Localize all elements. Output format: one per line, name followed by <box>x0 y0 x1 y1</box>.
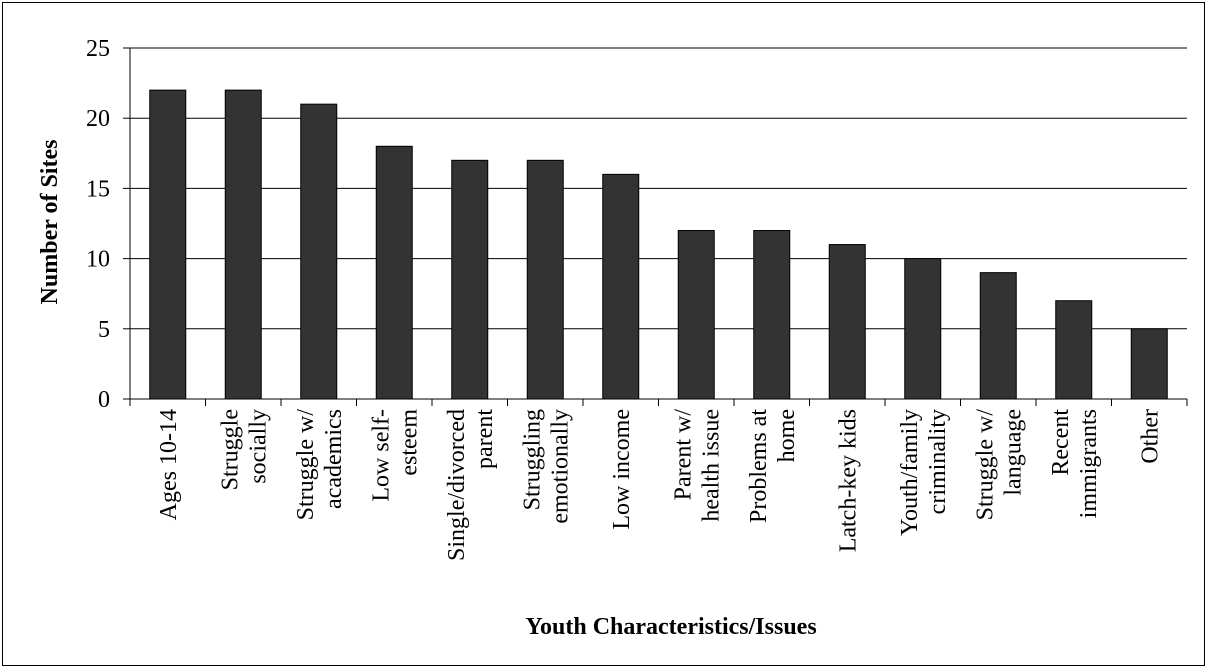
x-category-label: Low income <box>609 409 635 530</box>
y-tick-label: 10 <box>86 247 110 273</box>
x-category-label: criminality <box>925 409 951 514</box>
bar <box>602 173 640 400</box>
x-category-label: Latch-key kids <box>835 409 861 552</box>
x-category-label: parent <box>472 409 498 469</box>
x-category-label: Single/divorced <box>444 409 470 561</box>
y-tick-label: 5 <box>98 317 110 343</box>
x-category-label: Struggle w/ <box>972 409 998 521</box>
y-tick-label: 25 <box>86 36 110 62</box>
bar <box>300 103 338 400</box>
y-tick-label: 15 <box>86 176 110 202</box>
x-category-label: Recent <box>1048 409 1074 476</box>
x-category-label: Youth/family <box>897 409 923 536</box>
axes <box>123 47 1188 406</box>
bar <box>677 230 715 400</box>
y-tick-labels: 0 5 10 15 20 25 <box>86 36 110 413</box>
x-category-label: Other <box>1137 409 1163 464</box>
bar <box>224 89 262 400</box>
bar <box>451 159 489 400</box>
x-category-label: Struggle <box>217 409 243 490</box>
bar <box>149 89 187 400</box>
x-category-label: Struggling <box>519 409 545 510</box>
bar <box>904 258 942 400</box>
x-category-label: home <box>774 409 800 462</box>
x-category-label: health issue <box>698 409 724 522</box>
x-category-label: Ages 10-14 <box>156 409 182 520</box>
x-category-label: language <box>1000 409 1026 496</box>
bar <box>375 145 413 400</box>
x-category-label: Parent w/ <box>670 409 696 501</box>
x-category-label: Struggle w/ <box>293 409 319 521</box>
x-category-label: esteem <box>396 409 422 476</box>
bar <box>828 244 866 400</box>
bar <box>753 230 791 400</box>
x-category-label: Low self- <box>368 409 394 502</box>
x-category-label: Problems at <box>746 409 772 523</box>
x-category-labels: Ages 10-14 Struggle socially Struggle w/aca… <box>156 409 1164 561</box>
x-category-label: academics <box>321 409 347 509</box>
y-tick-label: 0 <box>98 387 110 413</box>
y-axis-title: Number of Sites <box>37 140 63 305</box>
x-category-label: socially <box>245 409 271 484</box>
bar <box>979 272 1017 400</box>
x-axis-title: Youth Characteristics/Issues <box>525 614 816 640</box>
y-tick-label: 20 <box>86 106 110 132</box>
x-category-label: emotionally <box>547 409 573 524</box>
gridlines <box>130 47 1187 330</box>
x-category-label: immigrants <box>1076 409 1102 518</box>
bar <box>1055 300 1093 400</box>
bars <box>149 89 1168 400</box>
bar <box>526 159 564 400</box>
bar <box>1130 328 1168 400</box>
